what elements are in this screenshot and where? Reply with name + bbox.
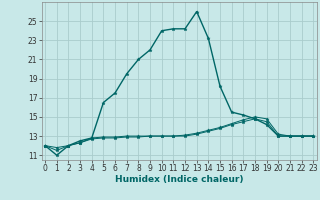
X-axis label: Humidex (Indice chaleur): Humidex (Indice chaleur) (115, 175, 244, 184)
